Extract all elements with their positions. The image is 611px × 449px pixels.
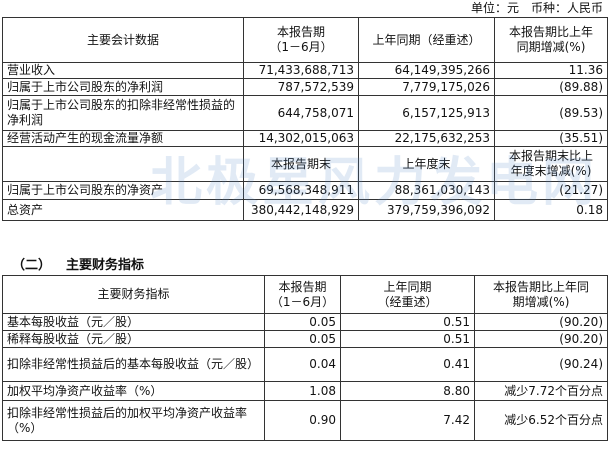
cell: 7.42 bbox=[340, 400, 475, 441]
cell: 380,442,148,929 bbox=[243, 199, 359, 221]
cell: (90.24) bbox=[474, 347, 608, 382]
cell: 经营活动产生的现金流量净额 bbox=[2, 130, 244, 147]
accounting-table: 主要会计数据 本报告期 （1－6月） 上年同期（经重述） 本报告期比上年 同期增减(%… bbox=[2, 17, 608, 221]
cell: 0.05 bbox=[264, 313, 341, 331]
row: 主要财务指标 本报告期 （1－6月） 上年同期 （经重述） 本报告期比上年同 期增减(… bbox=[2, 275, 608, 314]
cell: 64,149,395,266 bbox=[358, 62, 495, 79]
cell: 减少6.52个百分点 bbox=[474, 400, 608, 441]
cell: 8.80 bbox=[340, 381, 475, 401]
indicator-table: 主要财务指标 本报告期 （1－6月） 上年同期 （经重述） 本报告期比上年同 期增减(… bbox=[2, 275, 608, 441]
cell: 本报告期末 bbox=[243, 146, 359, 182]
cell: 加权平均净资产收益率（%） bbox=[2, 381, 265, 401]
row: 归属于上市公司股东的净利润 787,572,539 7,779,175,026 (89… bbox=[2, 78, 608, 96]
cell: 0.18 bbox=[494, 199, 608, 221]
cell: 0.04 bbox=[264, 347, 341, 382]
row: 加权平均净资产收益率（%） 1.08 8.80 减少7.72个百分点 bbox=[2, 381, 608, 401]
cell: (35.51) bbox=[494, 130, 608, 147]
cell: 归属于上市公司股东的扣除非经常性损益的净利润 bbox=[2, 95, 244, 131]
row: 基本每股收益（元／股） 0.05 0.51 (90.20) bbox=[2, 313, 608, 331]
cell: 0.41 bbox=[340, 347, 475, 382]
cell: 总资产 bbox=[2, 199, 244, 221]
cell: 0.51 bbox=[340, 330, 475, 348]
cell: 上年同期（经重述） bbox=[358, 17, 495, 63]
cell: 71,433,688,713 bbox=[243, 62, 359, 79]
row: 总资产 380,442,148,929 379,759,396,092 0.18 bbox=[2, 199, 608, 221]
cell: 本报告期末比上 年度末增减(%) bbox=[494, 146, 608, 182]
section-title: 主要财务指标 bbox=[66, 258, 145, 273]
row: 本报告期末 上年度末 本报告期末比上 年度末增减(%) bbox=[2, 146, 608, 182]
cell: 基本每股收益（元／股） bbox=[2, 313, 265, 331]
row: 扣除非经常性损益后的基本每股收益（元／股） 0.04 0.41 (90.24) bbox=[2, 347, 608, 382]
row: 主要会计数据 本报告期 （1－6月） 上年同期（经重述） 本报告期比上年 同期增减(%… bbox=[2, 17, 608, 63]
cell: 本报告期比上年同 期增减(%) bbox=[474, 275, 608, 314]
cell: 本报告期 （1－6月） bbox=[243, 17, 359, 63]
cell: 6,157,125,913 bbox=[358, 95, 495, 131]
cell: 上年同期 （经重述） bbox=[340, 275, 475, 314]
cell: 7,779,175,026 bbox=[358, 78, 495, 96]
cell: 主要财务指标 bbox=[2, 275, 265, 314]
row: 归属于上市公司股东的扣除非经常性损益的净利润 644,758,071 6,157,1… bbox=[2, 95, 608, 131]
cell: 14,302,015,063 bbox=[243, 130, 359, 147]
cell: 0.51 bbox=[340, 313, 475, 331]
cell: 稀释每股收益（元／股） bbox=[2, 330, 265, 348]
cell: 扣除非经常性损益后的加权平均净资产收益率（%） bbox=[2, 400, 265, 441]
row: 扣除非经常性损益后的加权平均净资产收益率（%） 0.90 7.42 减少6.52个百分… bbox=[2, 400, 608, 441]
cell: 787,572,539 bbox=[243, 78, 359, 96]
cell: 0.05 bbox=[264, 330, 341, 348]
cell: 上年度末 bbox=[358, 146, 495, 182]
cell: 营业收入 bbox=[2, 62, 244, 79]
cell: (89.88) bbox=[494, 78, 608, 96]
row: 营业收入 71,433,688,713 64,149,395,266 11.36 bbox=[2, 62, 608, 79]
cell: 归属于上市公司股东的净利润 bbox=[2, 78, 244, 96]
cell: (90.20) bbox=[474, 313, 608, 331]
cell: 减少7.72个百分点 bbox=[474, 381, 608, 401]
cell: 644,758,071 bbox=[243, 95, 359, 131]
cell: 0.90 bbox=[264, 400, 341, 441]
section-number: （二） bbox=[12, 258, 52, 273]
cell: 11.36 bbox=[494, 62, 608, 79]
cell: 本报告期 （1－6月） bbox=[264, 275, 341, 314]
unit-note: 单位：元 币种：人民币 bbox=[470, 1, 603, 15]
cell: 主要会计数据 bbox=[2, 17, 244, 63]
cell: 1.08 bbox=[264, 381, 341, 401]
cell: (90.20) bbox=[474, 330, 608, 348]
cell: (89.53) bbox=[494, 95, 608, 131]
row: 稀释每股收益（元／股） 0.05 0.51 (90.20) bbox=[2, 330, 608, 348]
watermark: 北极星风力发电网 bbox=[150, 153, 599, 213]
cell: 扣除非经常性损益后的基本每股收益（元／股） bbox=[2, 347, 265, 382]
row: 经营活动产生的现金流量净额 14,302,015,063 22,175,632,25… bbox=[2, 130, 608, 147]
cell: 本报告期比上年 同期增减(%) bbox=[494, 17, 608, 63]
